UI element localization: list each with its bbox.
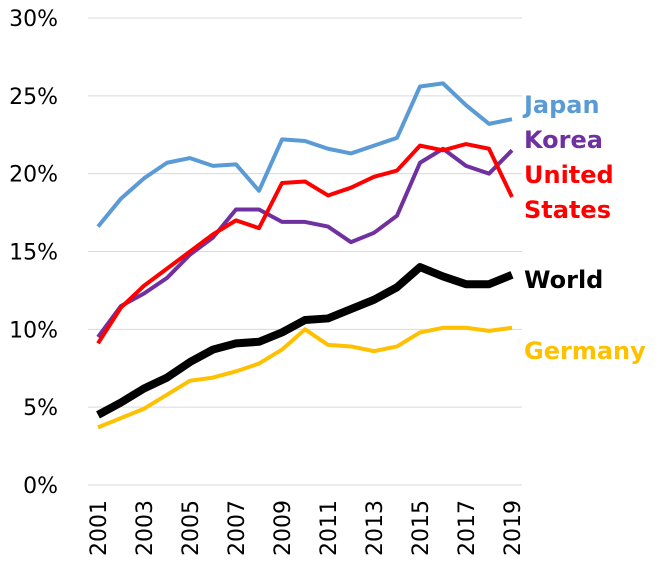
y-tick-label: 0%: [23, 474, 58, 499]
series-label: Korea: [524, 126, 603, 154]
series-line: [96, 146, 514, 339]
x-tick-label: 2019: [501, 500, 526, 556]
series-line: [96, 81, 513, 228]
series-line: [97, 325, 513, 430]
x-tick-label: 2017: [455, 500, 480, 556]
y-tick-label: 20%: [9, 163, 58, 188]
x-tick-label: 2001: [87, 500, 112, 556]
x-tick-label: 2003: [133, 500, 158, 556]
y-tick-label: 25%: [9, 85, 58, 110]
series-label: Germany: [524, 337, 646, 365]
x-tick-label: 2015: [409, 500, 434, 556]
series-label: World: [524, 266, 604, 294]
x-tick-label: 2013: [363, 500, 388, 556]
series-line: [96, 142, 514, 345]
series-line: [96, 263, 514, 419]
series-label: United States: [524, 161, 614, 224]
x-tick-label: 2009: [271, 500, 296, 556]
y-tick-label: 5%: [23, 396, 58, 421]
y-tick-label: 30%: [9, 7, 58, 32]
x-tick-label: 2005: [179, 500, 204, 556]
y-tick-label: 15%: [9, 241, 58, 266]
x-tick-label: 2007: [225, 500, 250, 556]
series-label: Japan: [524, 91, 600, 119]
y-tick-label: 10%: [9, 318, 58, 343]
x-tick-label: 2011: [317, 500, 342, 556]
